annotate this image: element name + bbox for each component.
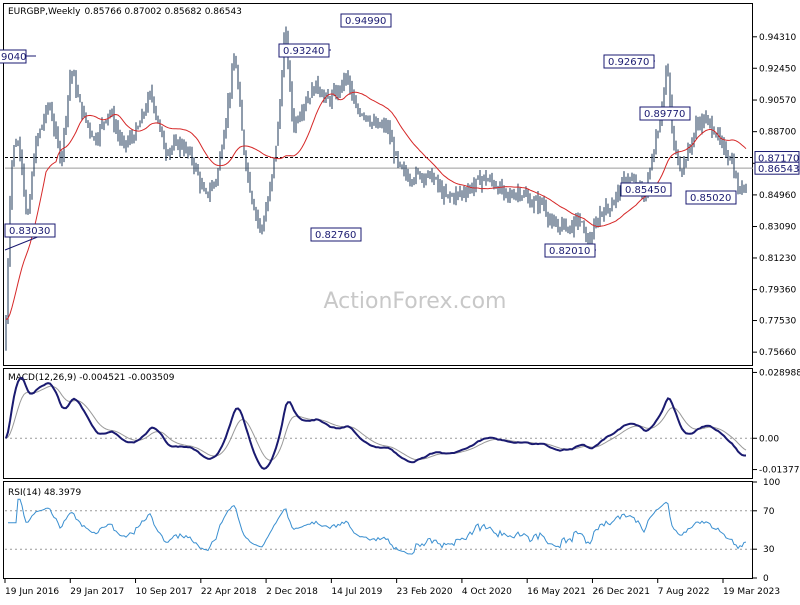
macd-lines — [5, 376, 753, 470]
time-tick-label: 19 Mar 2023 — [723, 587, 780, 597]
price-axis: 0.943100.924500.905700.887000.868300.849… — [753, 33, 796, 358]
macd-tick-label: 0.00 — [759, 434, 779, 444]
time-tick-label: 2 Dec 2018 — [266, 587, 318, 597]
time-tick-label: 7 Aug 2022 — [658, 587, 710, 597]
annotation-box — [639, 106, 691, 121]
price-tick-label: 0.77530 — [759, 317, 796, 327]
price-tick-label: 0.81230 — [759, 254, 796, 264]
rsi-header: RSI(14) 48.3979 — [8, 488, 81, 498]
annotation-box — [340, 13, 392, 28]
annotation-label: 0.89770 — [644, 109, 685, 120]
price-tick-label: 0.75660 — [759, 348, 796, 358]
time-tick-label: 26 Dec 2021 — [592, 587, 650, 597]
annotation-box — [278, 43, 330, 58]
macd-tick-label: 0.028988 — [759, 368, 800, 378]
price-tick-label: 0.90570 — [759, 96, 796, 106]
price-annotations: 0.83030 0.82760 0.93240 0.94990 0.82010 0.926… — [0, 13, 737, 258]
macd-tick-label: -0.013779 — [759, 466, 800, 476]
annotation-label: 0.83030 — [9, 226, 50, 237]
rsi-tick-label: 0 — [763, 574, 769, 584]
rsi-tick-label: 30 — [763, 545, 775, 555]
price-tick-label: 0.83090 — [759, 223, 796, 233]
annotation-label: 0.82760 — [315, 230, 356, 241]
price-tick-label: 0.84960 — [759, 191, 796, 201]
annotation-label: 0.85020 — [690, 193, 731, 204]
annotation-label: 0.92670 — [608, 57, 649, 68]
price-bars — [5, 26, 747, 351]
annotation-label: 0.85450 — [625, 185, 666, 196]
rsi-tick-label: 100 — [763, 478, 780, 488]
macd-signal-line — [5, 385, 747, 461]
price-level-label: 0.87170 — [758, 154, 799, 165]
annotation-label: 0.94990 — [345, 16, 386, 27]
rsi-series-line — [8, 498, 747, 555]
rsi-axis: 100 70 30 0 — [753, 478, 780, 584]
annotation-box — [685, 190, 737, 205]
macd-main-line — [5, 376, 746, 470]
watermark: ActionForex.com — [324, 289, 507, 314]
price-tick-label: 0.92450 — [759, 64, 796, 74]
price-panel — [3, 3, 753, 366]
symbol-header: EURGBP,Weekly 0.85766 0.87002 0.85682 0.8… — [8, 7, 242, 17]
macd-header: MACD(12,26,9) -0.004521 -0.003509 — [8, 373, 175, 383]
time-tick-label: 29 Jan 2017 — [70, 587, 124, 597]
price-tick-label: 0.79360 — [759, 286, 796, 296]
annotation-box — [603, 54, 655, 69]
time-tick-label: 10 Sep 2017 — [136, 587, 193, 597]
annotation-label: 0.82010 — [549, 246, 590, 257]
annotation-label: 0.93240 — [283, 46, 324, 57]
price-tick-label: 0.88700 — [759, 128, 796, 138]
annotation-box — [4, 223, 56, 238]
macd-panel — [3, 368, 753, 479]
annotation-box — [310, 227, 362, 242]
moving-average-line — [5, 91, 747, 321]
time-tick-label: 23 Feb 2020 — [397, 587, 453, 597]
rsi-tick-label: 70 — [763, 507, 775, 517]
annotation-label: 9040 — [1, 52, 26, 63]
rsi-panel — [3, 481, 753, 579]
time-tick-label: 4 Oct 2020 — [462, 587, 512, 597]
price-level-marker — [754, 161, 800, 175]
annotation-box — [544, 243, 596, 258]
time-tick-label: 16 May 2021 — [527, 587, 586, 597]
time-tick-label: 22 Apr 2018 — [201, 587, 257, 597]
price-level-label: 0.86543 — [758, 164, 799, 175]
rsi-line — [5, 498, 753, 555]
time-tick-label: 19 Jun 2016 — [5, 587, 59, 597]
price-tick-label: 0.94310 — [759, 33, 796, 43]
annotation-box — [620, 182, 672, 197]
time-tick-label: 14 Jul 2019 — [331, 587, 382, 597]
macd-axis: 0.028988 0.00 -0.013779 — [753, 368, 800, 476]
time-axis: 19 Jun 2016 29 Jan 2017 10 Sep 2017 22 Apr … — [4, 579, 780, 597]
